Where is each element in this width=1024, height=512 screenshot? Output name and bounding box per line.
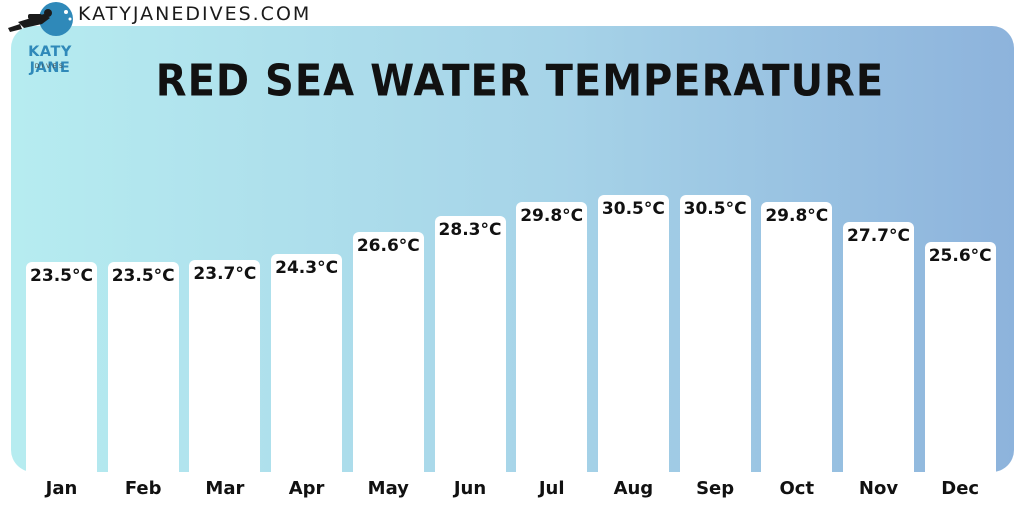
bar-mar [189, 260, 261, 472]
value-label-jul: 29.8°C [520, 205, 584, 226]
bar-jan [26, 262, 97, 472]
month-label-nov: Nov [858, 478, 899, 499]
value-label-dec: 25.6°C [928, 245, 992, 266]
bar-jun [434, 215, 506, 472]
brand-logo: KATY JANE DIVES [4, 2, 94, 76]
month-label-feb: Feb [124, 478, 162, 499]
bar-nov [843, 221, 914, 472]
bar-jul [516, 201, 588, 472]
bar-oct [761, 201, 833, 472]
value-label-nov: 27.7°C [847, 225, 910, 246]
value-label-mar: 23.7°C [193, 264, 257, 285]
value-label-jan: 23.5°C [30, 266, 93, 286]
value-label-feb: 23.5°C [111, 266, 175, 286]
logo-name: KATY JANE [28, 44, 72, 76]
value-label-may: 26.6°C [356, 236, 420, 257]
bar-feb [107, 262, 179, 472]
value-label-aug: 30.5°C [601, 198, 665, 219]
bar-may [352, 232, 424, 472]
month-label-may: May [367, 478, 409, 499]
month-label-mar: Mar [205, 478, 245, 499]
bar-apr [271, 254, 343, 472]
bar-aug [597, 194, 669, 472]
logo-subtitle: DIVES [34, 63, 66, 70]
month-label-sep: Sep [696, 478, 735, 499]
month-label-jul: Jul [538, 478, 565, 499]
month-label-aug: Aug [613, 478, 654, 499]
month-label-jun: Jun [453, 478, 487, 499]
month-label-jan: Jan [45, 478, 78, 499]
bar-dec [924, 241, 996, 472]
month-label-oct: Oct [779, 478, 815, 499]
chart-title: RED SEA WATER TEMPERATURE [155, 55, 885, 107]
value-label-apr: 24.3°C [275, 258, 339, 279]
diver-icon [8, 2, 76, 36]
value-label-jun: 28.3°C [438, 219, 502, 240]
month-label-dec: Dec [941, 478, 980, 499]
bar-sep [679, 194, 751, 472]
value-label-oct: 29.8°C [765, 205, 829, 226]
site-url[interactable]: KATYJANEDIVES.COM [78, 3, 312, 25]
value-label-sep: 30.5°C [683, 198, 747, 219]
month-label-apr: Apr [288, 478, 325, 499]
